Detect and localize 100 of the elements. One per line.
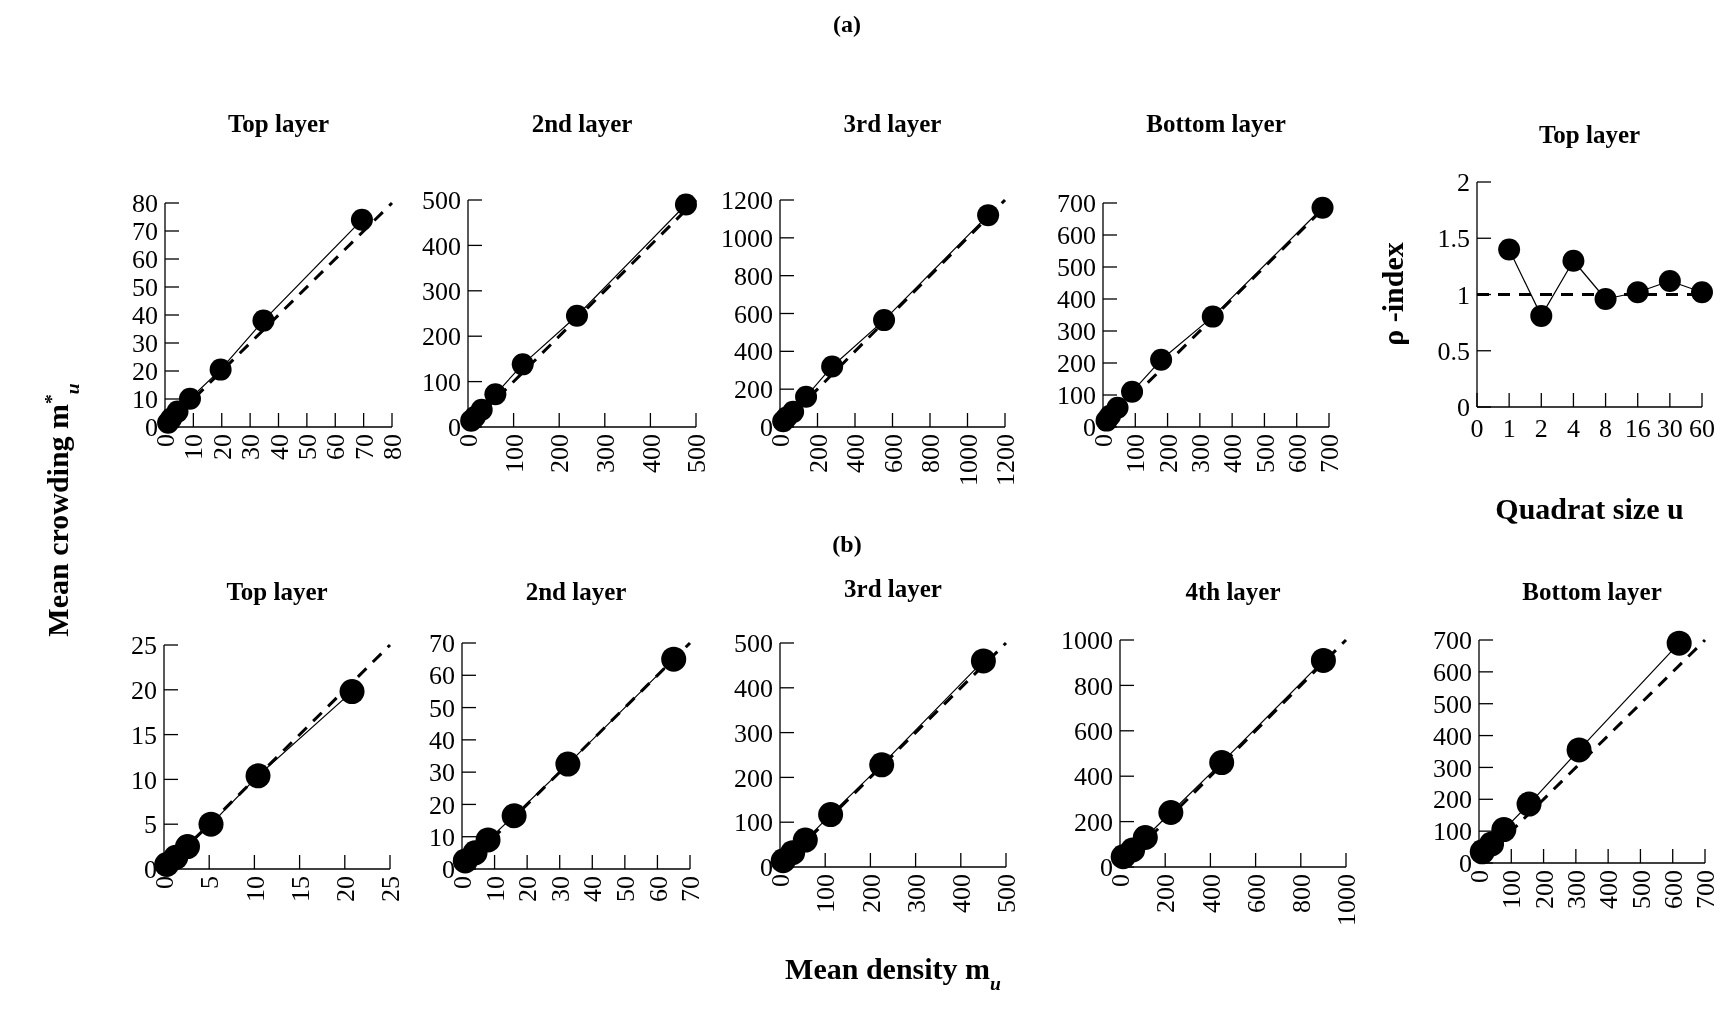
y-tick-label: 200 — [734, 763, 773, 793]
x-tick-label: 300 — [590, 434, 620, 473]
x-tick-label: 400 — [1196, 874, 1226, 913]
x-tick-label: 400 — [841, 434, 871, 473]
y-tick-label: 40 — [429, 725, 455, 755]
y-tick-label: 1000 — [721, 223, 773, 253]
x-tick-label: 50 — [610, 876, 640, 902]
y-tick-label: 500 — [422, 186, 461, 216]
y-tick-label: 100 — [422, 367, 461, 397]
x-tick-label: 200 — [545, 434, 575, 473]
x-tick-label: 600 — [1282, 434, 1312, 473]
y-tick-label: 200 — [422, 322, 461, 352]
y-tick-label: 70 — [429, 629, 455, 659]
x-tick-label: 200 — [1153, 434, 1183, 473]
x-tick-label: 300 — [901, 874, 931, 913]
y-axis-title: ρ -index — [1375, 242, 1409, 346]
y-tick-label: 20 — [131, 675, 157, 705]
x-tick-label: 10 — [179, 434, 209, 460]
x-tick-label: 200 — [1151, 874, 1181, 913]
x-tick-label: 100 — [499, 434, 529, 473]
y-tick-label: 600 — [1433, 657, 1472, 687]
x-tick-label: 40 — [264, 434, 294, 460]
x-tick-label: 400 — [1594, 870, 1624, 909]
x-tick-label: 200 — [856, 874, 886, 913]
y-tick-label: 600 — [1057, 221, 1096, 251]
x-tick-label: 10 — [240, 876, 270, 902]
y-tick-label: 80 — [132, 189, 158, 219]
y-tick-label: 400 — [1057, 285, 1096, 315]
y-tick-label: 200 — [1057, 349, 1096, 379]
y-tick-label: 10 — [131, 765, 157, 795]
x-tick-label: 1 — [1502, 414, 1516, 443]
y-tick-label: 400 — [734, 337, 773, 367]
y-tick-label: 40 — [132, 301, 158, 331]
x-tick-label: 60 — [321, 434, 351, 460]
x-tick-label: 10 — [480, 876, 510, 902]
x-tick-label: 80 — [378, 434, 408, 460]
x-tick-label: 30 — [545, 876, 575, 902]
text: (b) — [832, 531, 862, 558]
y-tick-label: 400 — [422, 231, 461, 261]
x-tick-label: 600 — [1241, 874, 1271, 913]
x-tick-label: 800 — [916, 434, 946, 473]
y-tick-label: 300 — [1433, 753, 1472, 783]
y-tick-label: 2 — [1457, 168, 1470, 198]
chart-title: 4th layer — [1185, 578, 1281, 605]
y-tick-label: 25 — [131, 631, 157, 661]
x-tick-label: 20 — [513, 876, 543, 902]
x-tick-label: 500 — [682, 434, 712, 473]
x-tick-label: 700 — [1315, 434, 1345, 473]
y-tick-label: 10 — [132, 385, 158, 415]
y-tick-label: 60 — [132, 245, 158, 275]
y-tick-label: 700 — [1433, 626, 1472, 656]
y-tick-label: 15 — [131, 720, 157, 750]
x-tick-label: 100 — [1497, 870, 1527, 909]
x-axis-title: Quadrat size u — [1495, 492, 1684, 525]
x-tick-label: 400 — [1218, 434, 1248, 473]
y-tick-label: 800 — [1074, 671, 1113, 701]
y-tick-label: 300 — [1057, 317, 1096, 347]
y-tick-label: 200 — [1074, 807, 1113, 837]
y-tick-label: 1 — [1457, 280, 1470, 310]
y-tick-label: 30 — [132, 329, 158, 359]
x-tick-label: 5 — [195, 876, 225, 889]
y-tick-label: 100 — [1057, 381, 1096, 411]
y-tick-label: 200 — [1433, 785, 1472, 815]
x-tick-label: 60 — [1689, 414, 1715, 443]
y-tick-label: 400 — [734, 673, 773, 703]
y-tick-label: 5 — [144, 810, 157, 840]
x-tick-label: 1000 — [1332, 874, 1362, 926]
x-tick-label: 600 — [1658, 870, 1688, 909]
x-tick-label: 1000 — [953, 434, 983, 486]
y-tick-label: 0 — [1457, 393, 1470, 423]
x-tick-label: 15 — [285, 876, 315, 902]
y-tick-label: 400 — [1433, 721, 1472, 751]
x-tick-label: 100 — [1121, 434, 1151, 473]
chart-title: 3rd layer — [844, 575, 942, 602]
x-axis-title: Mean density m$_{u}$ — [785, 952, 1002, 994]
x-tick-label: 50 — [292, 434, 322, 460]
y-tick-label: 1000 — [1061, 626, 1113, 656]
x-tick-label: 30 — [236, 434, 266, 460]
chart-title: Top layer — [226, 578, 328, 605]
x-tick-label: 20 — [330, 876, 360, 902]
x-tick-label: 300 — [1561, 870, 1591, 909]
x-tick-label: 60 — [643, 876, 673, 902]
chart-title: 3rd layer — [843, 110, 942, 137]
chart-title: Top layer — [227, 110, 330, 137]
chart-title: 2nd layer — [531, 110, 633, 137]
x-tick-label: 300 — [1185, 434, 1215, 473]
chart-title: Bottom layer — [1522, 578, 1662, 605]
y-tick-label: 100 — [1433, 817, 1472, 847]
x-tick-label: 200 — [803, 434, 833, 473]
x-tick-label: 100 — [811, 874, 841, 913]
y-tick-label: 300 — [734, 718, 773, 748]
chart-title: Top layer — [1538, 121, 1641, 148]
y-tick-label: 500 — [1433, 689, 1472, 719]
x-tick-label: 700 — [1691, 870, 1721, 909]
chart-title: Bottom layer — [1146, 110, 1286, 137]
x-tick-label: 800 — [1286, 874, 1316, 913]
x-tick-label: 20 — [207, 434, 237, 460]
y-tick-label: 70 — [132, 217, 158, 247]
y-tick-label: 1200 — [721, 186, 773, 216]
y-tick-label: 600 — [734, 299, 773, 329]
